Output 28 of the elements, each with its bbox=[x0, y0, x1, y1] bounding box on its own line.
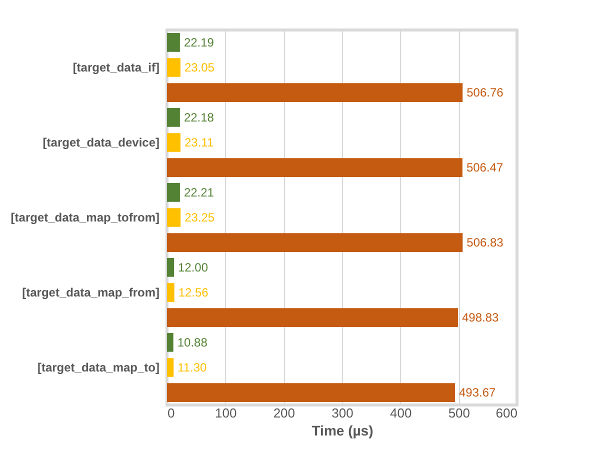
data-label: 498.83 bbox=[462, 310, 500, 325]
data-label: 10.88 bbox=[177, 335, 208, 350]
data-label: 493.67 bbox=[458, 386, 496, 400]
data-label: 23.25 bbox=[184, 210, 215, 224]
data-label: 22.18 bbox=[184, 110, 214, 124]
data-label: 506.47 bbox=[466, 160, 504, 175]
x-tick-label: 200 bbox=[273, 406, 296, 420]
data-label: 506.76 bbox=[466, 86, 504, 100]
data-label: 22.19 bbox=[184, 35, 214, 50]
y-tick-label: [target_data_device] bbox=[42, 136, 160, 150]
x-tick-label: 600 bbox=[496, 406, 518, 420]
x-axis-title: Time (µs) bbox=[312, 422, 374, 438]
y-tick-label: [target_data_map_from] bbox=[22, 286, 160, 300]
y-tick-label: [target_data_map_to] bbox=[37, 360, 160, 374]
x-tick-label: 500 bbox=[448, 406, 470, 420]
x-tick-label: 0 bbox=[168, 406, 175, 420]
x-tick-label: 100 bbox=[214, 406, 237, 420]
data-label: 12.56 bbox=[178, 286, 209, 300]
data-label: 12.00 bbox=[178, 260, 208, 274]
y-tick-label: [target_data_if] bbox=[72, 60, 160, 74]
x-tick-label: 400 bbox=[390, 406, 412, 420]
data-label: 506.83 bbox=[466, 236, 504, 250]
x-tick-label: 300 bbox=[332, 406, 354, 420]
data-label: 23.05 bbox=[184, 60, 215, 74]
data-label: 23.11 bbox=[184, 136, 214, 150]
y-tick-label: [target_data_map_tofrom] bbox=[10, 210, 160, 224]
data-label: 11.30 bbox=[178, 360, 208, 374]
data-label: 22.21 bbox=[184, 185, 214, 200]
